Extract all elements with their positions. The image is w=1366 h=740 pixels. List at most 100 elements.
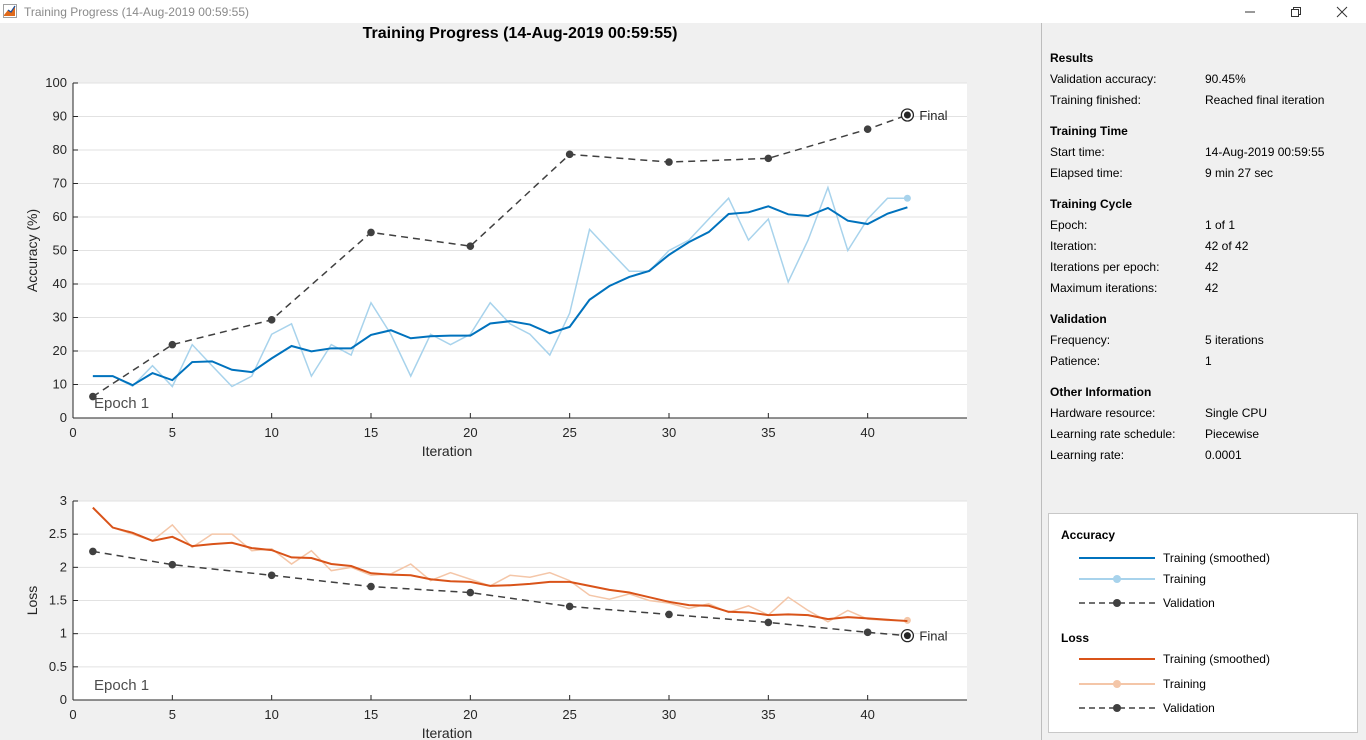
acc-x-axis-label: Iteration [422, 443, 473, 459]
acc-validation-point [665, 158, 673, 166]
acc-ytick-label: 60 [53, 209, 67, 224]
info-value: 0.0001 [1205, 448, 1242, 462]
loss-final-label: Final [919, 629, 947, 644]
loss-validation-point [466, 588, 475, 597]
info-value: Reached final iteration [1205, 93, 1325, 107]
legend-line-dashed [1079, 599, 1155, 607]
legend-line-blue [1079, 557, 1155, 559]
acc-validation-point [764, 154, 773, 163]
minimize-button[interactable] [1227, 0, 1273, 23]
info-value: 5 iterations [1205, 333, 1264, 347]
acc-ytick-label: 50 [53, 243, 67, 258]
acc-ytick-label: 0 [60, 410, 67, 425]
acc-chart: 0 10 20 30 40 50 60 70 80 90 100 0 5 10 15 20 25 30 35 40 It… [24, 75, 967, 459]
acc-ytick-label: 10 [53, 377, 67, 392]
acc-y-axis-label: Accuracy (%) [24, 209, 40, 292]
info-label: Learning rate schedule: [1050, 427, 1176, 441]
info-value: 42 [1205, 281, 1219, 295]
loss-xtick-label: 10 [264, 707, 278, 722]
legend-panel: Accuracy Training (smoothed) Training Va… [1048, 513, 1358, 733]
loss-x-axis-label: Iteration [422, 725, 473, 740]
loss-validation-point [267, 571, 276, 580]
info-label: Maximum iterations: [1050, 281, 1158, 295]
acc-ytick-label: 70 [53, 176, 67, 191]
acc-xtick-label: 0 [69, 425, 76, 440]
acc-training-line [92, 185, 908, 388]
acc-validation-point [565, 150, 574, 159]
acc-validation-point [89, 392, 97, 401]
loss-xtick-label: 20 [463, 707, 477, 722]
loss-ytick-label: 2 [60, 559, 67, 574]
acc-xtick-label: 5 [169, 425, 176, 440]
legend-label: Training [1163, 572, 1206, 586]
loss-xtick-label: 35 [761, 707, 775, 722]
loss-xtick-label: 25 [562, 707, 576, 722]
legend-acc-training: Training [1079, 571, 1349, 587]
acc-xtick-label: 10 [264, 425, 278, 440]
loss-validation-point [863, 628, 872, 637]
plot-title: Training Progress (14-Aug-2019 00:59:55) [362, 25, 678, 42]
info-value: 9 min 27 sec [1205, 166, 1274, 180]
acc-xtick-label: 25 [562, 425, 576, 440]
loss-y-axis-label: Loss [24, 586, 40, 616]
info-label: Elapsed time: [1050, 166, 1123, 180]
info-label: Hardware resource: [1050, 406, 1156, 420]
acc-ytick-label: 20 [53, 343, 67, 358]
loss-ytick-label: 0 [60, 692, 67, 707]
acc-validation-point [466, 242, 475, 250]
acc-ytick-label: 30 [53, 310, 67, 325]
acc-validation-point [267, 316, 276, 324]
info-label: Learning rate: [1050, 448, 1125, 462]
loss-validation-point [903, 632, 911, 640]
loss-ytick-label: 1.5 [49, 593, 67, 608]
window-title: Training Progress (14-Aug-2019 00:59:55) [24, 5, 250, 19]
acc-xtick-label: 15 [364, 425, 378, 440]
section-title: Training Time [1050, 124, 1128, 138]
minimize-icon [1245, 11, 1255, 13]
info-value: 1 [1205, 354, 1212, 368]
loss-ytick-label: 1 [60, 626, 67, 641]
acc-ytick-label: 100 [45, 75, 67, 90]
acc-xtick-label: 20 [463, 425, 477, 440]
restore-button[interactable] [1273, 0, 1319, 23]
info-value: Single CPU [1205, 406, 1268, 420]
info-value: Piecewise [1205, 427, 1260, 441]
legend-label: Training (smoothed) [1163, 551, 1270, 565]
legend-line-orange [1079, 658, 1155, 660]
section-title: Other Information [1050, 385, 1152, 399]
acc-validation-point [367, 228, 375, 237]
loss-xtick-label: 30 [662, 707, 676, 722]
acc-validation-point [903, 111, 911, 119]
legend-line-lightorange [1079, 680, 1155, 688]
matlab-icon [3, 4, 17, 18]
acc-validation-line [92, 114, 908, 398]
info-label: Frequency: [1050, 333, 1111, 347]
loss-training-line [92, 507, 908, 623]
acc-training-final-point [903, 194, 911, 202]
loss-validation-point [367, 582, 375, 591]
legend-loss-validation: Validation [1079, 700, 1349, 716]
close-button[interactable] [1319, 0, 1365, 23]
acc-ytick-label: 80 [53, 142, 67, 157]
acc-epoch-label: Epoch 1 [94, 395, 149, 412]
close-icon [1336, 6, 1348, 18]
legend-line-dashed [1079, 704, 1155, 712]
loss-validation-point [665, 610, 673, 619]
legend-acc-smoothed: Training (smoothed) [1079, 550, 1349, 566]
acc-ytick-label: 90 [53, 109, 67, 124]
plot-area: 0 10 20 30 40 50 60 70 80 90 100 0 5 10 15 20 25 30 35 40 It… [0, 23, 1040, 740]
loss-xtick-label: 40 [860, 707, 874, 722]
loss-ytick-label: 2.5 [49, 526, 67, 541]
acc-xtick-label: 40 [860, 425, 874, 440]
loss-xtick-label: 0 [69, 707, 76, 722]
acc-validation-point [168, 340, 177, 349]
loss-ytick-label: 3 [60, 493, 67, 508]
loss-validation-point [565, 602, 574, 611]
info-label: Iterations per epoch: [1050, 260, 1160, 274]
section-title: Validation [1050, 312, 1107, 326]
info-value: 42 of 42 [1205, 239, 1249, 253]
legend-line-lightblue [1079, 575, 1155, 583]
acc-xtick-label: 30 [662, 425, 676, 440]
section-title: Results [1050, 51, 1094, 65]
legend-loss-title: Loss [1061, 631, 1090, 645]
